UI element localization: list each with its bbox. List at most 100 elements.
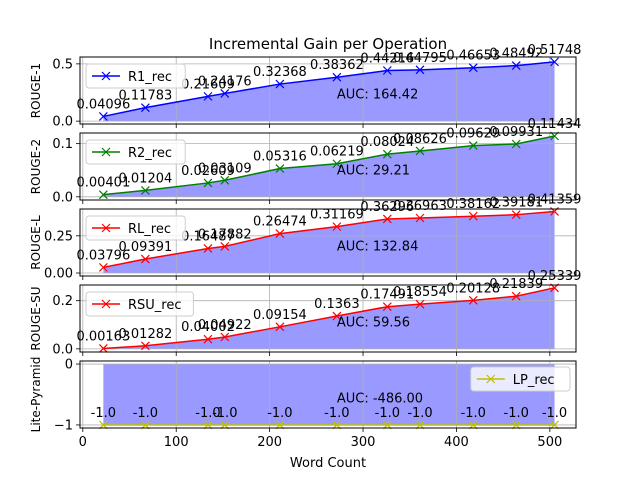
data-label: -1.0 (375, 406, 400, 421)
legend-label: LP_rec (513, 373, 555, 388)
legend-marker (101, 71, 111, 81)
data-label: 0.08626 (393, 132, 447, 147)
data-label: -1.0 (542, 406, 567, 421)
y-tick-label: 0.00 (44, 267, 73, 282)
data-point (275, 322, 285, 332)
data-label: 0.02609 (181, 164, 235, 179)
auc-annotation: AUC: 164.42 (337, 88, 419, 103)
data-point (332, 72, 342, 82)
data-label: 0.44795 (393, 51, 447, 66)
legend-marker (101, 147, 111, 157)
data-label: 0.44216 (360, 51, 414, 66)
y-tick-label: 0.25 (44, 229, 73, 244)
data-label: 0.04002 (181, 320, 235, 335)
data-point (98, 262, 108, 272)
legend-label: RSU_rec (128, 298, 182, 313)
data-label: 0.38362 (310, 58, 364, 73)
data-label: 0.09391 (119, 240, 173, 255)
legend-label: RL_rec (128, 222, 171, 237)
data-point (98, 112, 108, 121)
x-axis-label: Word Count (290, 456, 366, 471)
data-label: 0.01204 (119, 171, 173, 186)
data-label: 0.24176 (198, 74, 252, 89)
data-point (203, 91, 213, 101)
data-label: -1.0 (407, 406, 432, 421)
data-label: 0.06219 (310, 145, 364, 160)
y-axis-label: Lite-Pyramid (29, 357, 43, 433)
auc-area (103, 136, 555, 197)
axes-frame (79, 208, 577, 277)
auc-annotation: AUC: 59.56 (337, 316, 410, 331)
data-label: 0.41359 (528, 192, 582, 207)
data-label: -1.0 (91, 406, 116, 421)
data-point (468, 211, 478, 221)
auc-annotation: AUC: -486.00 (337, 392, 423, 407)
data-point (382, 149, 392, 159)
y-tick-label: 0 (65, 358, 73, 373)
data-label: 0.03796 (76, 248, 130, 263)
data-label: 0.48492 (489, 47, 543, 62)
data-point (332, 159, 342, 169)
data-point (511, 210, 521, 220)
data-label: 0.51748 (528, 43, 582, 58)
y-tick-label: 0.0 (52, 115, 73, 130)
legend-box (85, 139, 186, 165)
data-label: -1.0 (324, 406, 349, 421)
data-label: 0.09629 (446, 127, 500, 142)
data-label: 0.18554 (393, 285, 447, 300)
y-tick-label: 0.0 (52, 342, 73, 357)
data-label: -1.0 (212, 406, 237, 421)
y-axis-label: ROUGE-2 (29, 139, 43, 194)
auc-annotation: AUC: 29.21 (337, 164, 410, 179)
chart-title: Incremental Gain per Operation (209, 35, 447, 53)
data-label: -1.0 (461, 406, 486, 421)
y-tick-label: 0.0 (52, 190, 73, 205)
data-label: 0.32368 (253, 65, 307, 80)
x-tick-label: 300 (351, 435, 376, 450)
data-point (415, 213, 425, 223)
data-point (203, 244, 213, 253)
legend-label: R1_rec (128, 70, 172, 85)
x-tick-label: 100 (164, 435, 189, 450)
data-point (98, 344, 108, 353)
auc-area (103, 364, 555, 425)
y-axis-label: ROUGE-L (29, 215, 43, 270)
legend-marker (101, 299, 111, 309)
data-label: 0.00401 (76, 176, 130, 191)
data-point (140, 103, 150, 113)
legend-marker (101, 223, 111, 233)
data-point (511, 61, 521, 71)
data-point (275, 229, 285, 239)
data-point (220, 332, 230, 342)
data-point (98, 190, 108, 200)
data-point (275, 164, 285, 173)
data-point (511, 139, 521, 149)
data-label: 0.31169 (310, 208, 364, 223)
data-point (140, 341, 150, 351)
data-label: -1.0 (267, 406, 292, 421)
data-point (468, 141, 478, 151)
x-tick-label: 500 (537, 435, 562, 450)
data-label: 0.36296 (360, 200, 414, 215)
data-label: 0.01282 (119, 327, 173, 342)
data-point (220, 175, 230, 185)
data-point (415, 299, 425, 309)
data-point (468, 295, 478, 305)
data-point (332, 311, 342, 321)
data-label: 0.11783 (119, 89, 173, 104)
auc-area (103, 211, 555, 274)
data-point (415, 146, 425, 156)
axes-frame (79, 56, 577, 125)
data-label: 0.04922 (198, 318, 252, 333)
y-tick-label: −1 (54, 418, 73, 433)
axes-frame (79, 360, 577, 429)
data-label: 0.1363 (314, 297, 360, 312)
auc-annotation: AUC: 132.84 (337, 240, 419, 255)
data-label: 0.09154 (253, 308, 307, 323)
auc-area (103, 61, 555, 122)
data-point (220, 241, 230, 251)
x-tick-label: 200 (257, 435, 282, 450)
